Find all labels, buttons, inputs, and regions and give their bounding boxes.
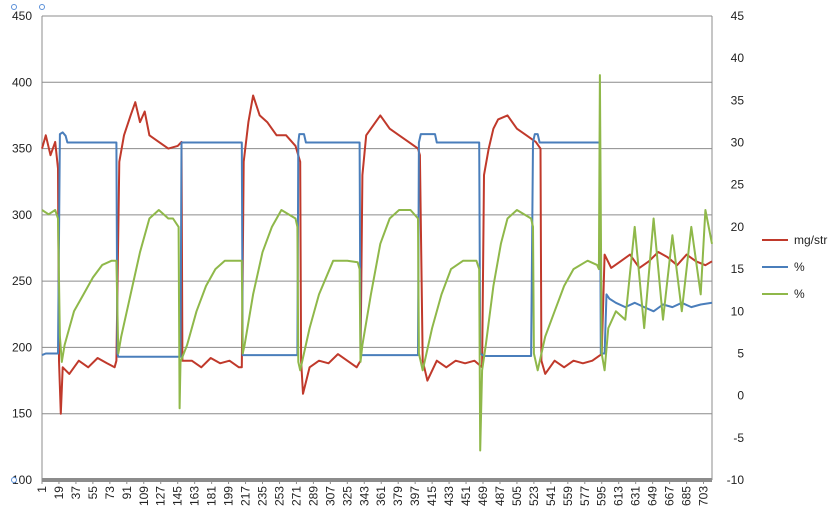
- x-tick-label: 19: [52, 486, 66, 500]
- y-right-tick-label: -10: [727, 473, 745, 487]
- x-tick-label: 73: [103, 486, 117, 500]
- x-tick-label: 433: [442, 486, 456, 506]
- y-left-tick-label: 200: [12, 340, 32, 354]
- selection-handle[interactable]: [11, 477, 17, 483]
- x-tick-label: 649: [646, 486, 660, 506]
- y-left-tick-label: 350: [12, 142, 32, 156]
- selection-handle[interactable]: [11, 4, 17, 10]
- legend-label: mg/str: [794, 233, 827, 247]
- legend: mg/str%%: [762, 233, 827, 301]
- x-tick-label: 307: [323, 486, 337, 506]
- legend-label: %: [794, 287, 805, 301]
- x-tick-label: 37: [69, 486, 83, 500]
- x-tick-label: 397: [408, 486, 422, 506]
- x-tick-label: 271: [289, 486, 303, 506]
- y-left-tick-label: 300: [12, 208, 32, 222]
- y-right-tick-label: 0: [737, 389, 744, 403]
- x-tick-label: 325: [340, 486, 354, 506]
- x-tick-label: 379: [391, 486, 405, 506]
- x-tick-label: 451: [459, 486, 473, 506]
- x-tick-label: 127: [154, 486, 168, 506]
- series-lines: [41, 74, 713, 452]
- x-tick-label: 253: [272, 486, 286, 506]
- x-tick-label: 487: [493, 486, 507, 506]
- x-tick-label: 289: [306, 486, 320, 506]
- y-right-tick-label: 40: [731, 51, 745, 65]
- x-tick-label: 145: [171, 486, 185, 506]
- y-right-tick-label: 15: [731, 262, 745, 276]
- x-tick-label: 343: [357, 486, 371, 506]
- y-left-tick-label: 150: [12, 407, 32, 421]
- x-tick-label: 559: [561, 486, 575, 506]
- x-tick-label: 613: [612, 486, 626, 506]
- selection-handle[interactable]: [39, 4, 45, 10]
- x-tick-label: 469: [476, 486, 490, 506]
- x-tick-label: 577: [578, 486, 592, 506]
- series-line-2: [41, 131, 713, 358]
- x-tick-label: 199: [222, 486, 236, 506]
- series-line-1: [41, 94, 713, 415]
- x-tick-label: 361: [374, 486, 388, 506]
- series-line-3: [41, 74, 713, 452]
- y-right-tick-label: 20: [731, 220, 745, 234]
- y-right-tick-label: 45: [731, 9, 745, 23]
- x-tick-label: 685: [680, 486, 694, 506]
- x-tick-label: 631: [629, 486, 643, 506]
- x-tick-label: 667: [663, 486, 677, 506]
- x-tick-label: 523: [527, 486, 541, 506]
- y-right-tick-label: 30: [731, 136, 745, 150]
- axes: 100150200250300350400450-10-505101520253…: [11, 4, 745, 506]
- x-tick-label: 1: [35, 486, 49, 493]
- y-left-tick-label: 100: [12, 473, 32, 487]
- x-tick-label: 217: [239, 486, 253, 506]
- x-tick-label: 181: [205, 486, 219, 506]
- x-tick-label: 505: [510, 486, 524, 506]
- x-tick-label: 595: [595, 486, 609, 506]
- y-right-tick-label: 25: [731, 178, 745, 192]
- y-right-tick-label: 5: [737, 346, 744, 360]
- x-tick-label: 55: [86, 486, 100, 500]
- x-tick-label: 235: [256, 486, 270, 506]
- x-tick-label: 91: [120, 486, 134, 500]
- x-tick-label: 109: [137, 486, 151, 506]
- legend-label: %: [794, 260, 805, 274]
- y-right-tick-label: 10: [731, 304, 745, 318]
- y-left-tick-label: 400: [12, 75, 32, 89]
- y-left-tick-label: 250: [12, 274, 32, 288]
- x-tick-label: 703: [697, 486, 711, 506]
- y-right-tick-label: 35: [731, 93, 745, 107]
- x-tick-label: 541: [544, 486, 558, 506]
- x-tick-label: 163: [188, 486, 202, 506]
- y-right-tick-label: -5: [733, 431, 744, 445]
- x-tick-label: 415: [425, 486, 439, 506]
- y-left-tick-label: 450: [12, 9, 32, 23]
